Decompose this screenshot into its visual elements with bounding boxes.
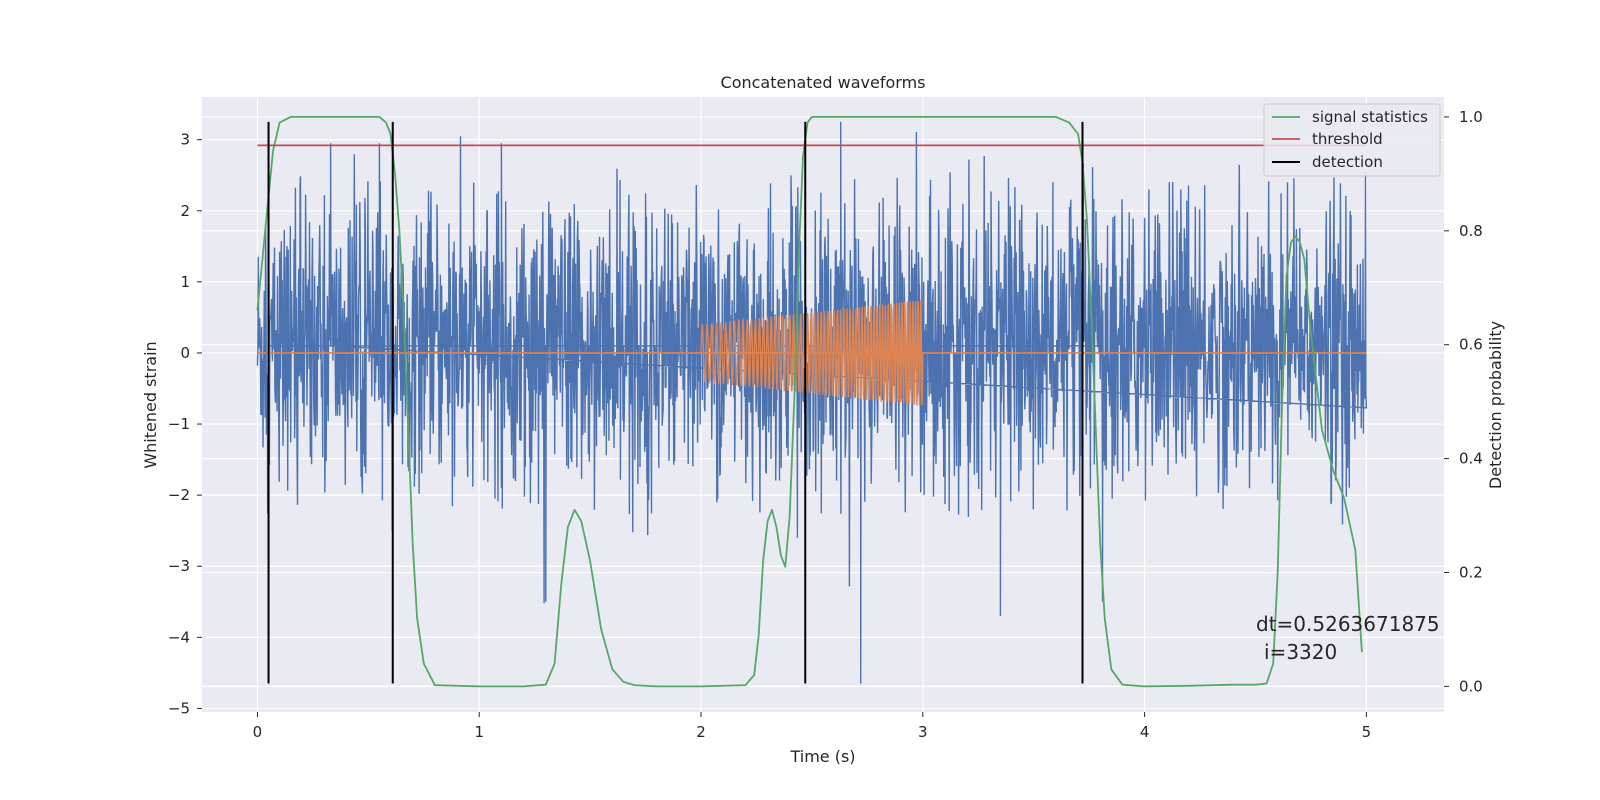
right-y-axis-label: Detection probability	[1486, 321, 1505, 489]
x-tick-label: 1	[474, 723, 484, 741]
right-y-tick-label: 0.8	[1459, 222, 1483, 240]
y-tick-label: 0	[180, 344, 190, 362]
x-axis: 0 1 2 3 4 5	[253, 712, 1371, 741]
injected-chirp	[700, 299, 924, 406]
right-y-axis: 0.0 0.2 0.4 0.6 0.8 1.0	[1444, 108, 1483, 695]
right-y-tick-label: 0.6	[1459, 336, 1483, 354]
right-y-tick-label: 1.0	[1459, 108, 1483, 126]
x-tick-label: 4	[1140, 723, 1150, 741]
right-y-tick-label: 0.0	[1459, 677, 1483, 695]
x-tick-label: 3	[918, 723, 928, 741]
index-annotation: i=3320	[1264, 640, 1337, 664]
legend-label-threshold: threshold	[1312, 130, 1383, 148]
signal-statistics-line	[256, 116, 1363, 688]
y-tick-label: −1	[168, 415, 190, 433]
injected-waveform-series	[257, 299, 1367, 406]
x-axis-label: Time (s)	[789, 747, 855, 766]
y-tick-label: 2	[180, 202, 190, 220]
y-tick-label: 3	[180, 131, 190, 149]
signal-statistics-series	[256, 116, 1367, 688]
dt-annotation: dt=0.5263671875	[1256, 612, 1440, 636]
x-tick-label: 5	[1362, 723, 1372, 741]
y-tick-label: −2	[168, 486, 190, 504]
legend: signal statistics threshold detection	[1263, 103, 1441, 177]
left-y-axis: −5 −4 −3 −2 −1 0 1 2 3	[168, 131, 202, 717]
chart-title: Concatenated waveforms	[721, 73, 926, 92]
legend-label-detection: detection	[1312, 153, 1383, 171]
y-tick-label: −4	[168, 628, 190, 646]
x-tick-label: 2	[696, 723, 706, 741]
y-tick-label: −5	[168, 699, 190, 717]
y-tick-label: −3	[168, 557, 190, 575]
y-tick-label: 1	[180, 273, 190, 291]
right-y-tick-label: 0.2	[1459, 563, 1483, 581]
right-y-tick-label: 0.4	[1459, 450, 1483, 468]
detection-lines	[267, 121, 1084, 684]
legend-label-signal-statistics: signal statistics	[1312, 108, 1428, 126]
x-tick-label: 0	[253, 723, 263, 741]
y-axis-label: Whitened strain	[141, 341, 160, 468]
legend-box	[1263, 103, 1441, 177]
